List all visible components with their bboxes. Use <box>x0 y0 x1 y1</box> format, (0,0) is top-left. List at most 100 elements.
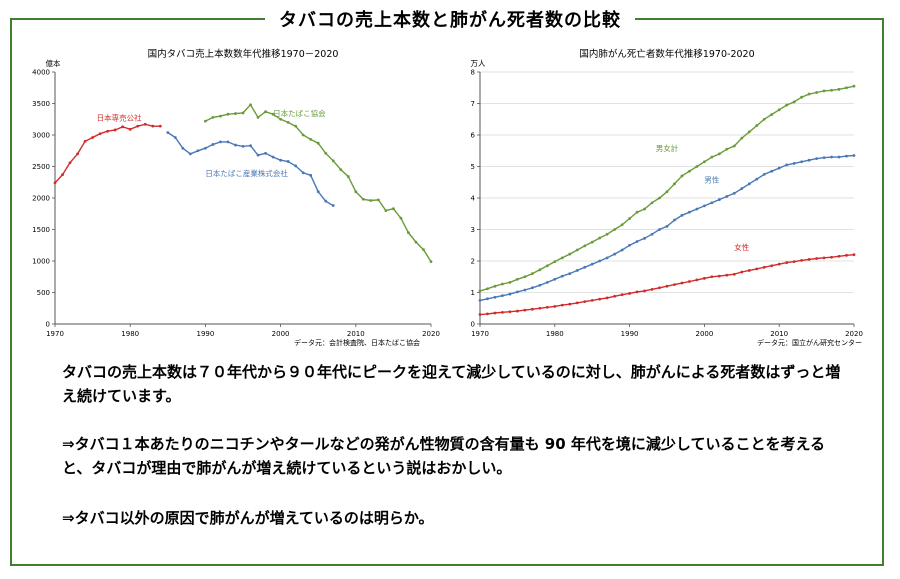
data-point <box>316 141 320 145</box>
data-point <box>204 119 207 123</box>
data-point <box>136 124 140 128</box>
data-point <box>665 224 669 228</box>
data-point <box>695 207 699 211</box>
data-point <box>226 112 230 116</box>
data-point <box>204 146 207 150</box>
data-point <box>530 286 534 290</box>
data-point <box>830 255 833 259</box>
x-tick-label: 1990 <box>621 330 639 338</box>
data-point <box>628 243 631 247</box>
data-point <box>837 155 841 159</box>
data-point <box>324 199 328 203</box>
series-line-2 <box>479 254 855 316</box>
data-point <box>613 252 617 256</box>
data-point <box>770 264 774 268</box>
data-point <box>845 253 848 257</box>
x-tick-label: 1980 <box>546 330 564 338</box>
data-point <box>538 306 542 310</box>
series-label: 男性 <box>704 174 719 184</box>
data-point <box>725 273 729 277</box>
data-point <box>583 244 587 248</box>
data-point <box>800 258 804 262</box>
x-tick-label: 2020 <box>845 330 863 338</box>
data-point <box>740 187 744 190</box>
data-point <box>800 160 804 164</box>
data-point <box>331 159 335 163</box>
data-point <box>369 199 373 202</box>
data-point <box>478 313 482 316</box>
data-point <box>762 117 766 121</box>
data-point <box>61 173 64 177</box>
y-tick-label: 1000 <box>32 258 50 266</box>
data-point <box>545 264 549 268</box>
y-axis-label: 万人 <box>471 59 486 68</box>
data-point <box>613 228 617 231</box>
data-point <box>264 151 267 155</box>
data-point <box>286 160 290 163</box>
data-point <box>508 292 512 296</box>
data-point <box>785 103 789 107</box>
y-tick-label: 2 <box>471 258 475 266</box>
data-point <box>493 311 497 315</box>
data-point <box>695 165 699 168</box>
data-point <box>590 240 594 244</box>
series-label: 女性 <box>734 242 749 252</box>
data-point <box>568 302 572 306</box>
data-point <box>121 125 125 129</box>
data-point <box>516 277 519 281</box>
data-point <box>106 129 110 133</box>
data-point <box>815 91 818 94</box>
data-point <box>747 269 751 272</box>
data-point <box>575 248 579 252</box>
chart-svg: 国内肺がん死亡者数年代推移1970-2020 万人 0 1 2 3 4 5 6 7 8 1970 198… <box>471 48 863 347</box>
data-point <box>76 152 79 156</box>
data-point <box>755 177 759 181</box>
data-point <box>807 92 811 96</box>
data-point <box>493 284 497 288</box>
data-point <box>211 115 215 119</box>
data-point <box>755 267 759 271</box>
data-point <box>717 274 721 278</box>
data-point <box>747 182 751 186</box>
data-point <box>822 89 826 93</box>
data-point <box>68 161 72 165</box>
tobacco-sales-chart: 国内タバコ売上本数数年代推移1970－2020 億本 0 500 1000 1500 200… <box>20 40 440 352</box>
data-point <box>815 257 818 260</box>
y-tick-label: 3500 <box>32 100 50 108</box>
data-point <box>703 160 706 164</box>
data-point <box>560 274 564 278</box>
data-point <box>598 297 602 301</box>
data-point <box>568 252 572 256</box>
data-point <box>219 140 222 144</box>
data-point <box>680 281 684 285</box>
y-tick-label: 3000 <box>32 132 50 140</box>
data-point <box>271 112 275 116</box>
data-point <box>673 218 676 222</box>
data-point <box>762 172 766 176</box>
data-point <box>301 171 305 175</box>
data-point <box>628 217 631 220</box>
data-point <box>635 290 639 294</box>
data-point <box>725 147 729 151</box>
x-tick-label: 2000 <box>695 330 713 338</box>
data-point <box>399 216 403 220</box>
source-note: データ元：国立がん研究センター <box>757 338 862 347</box>
x-tick-label: 2010 <box>770 330 788 338</box>
series-label: 日本たばこ産業株式会社 <box>205 168 288 178</box>
series-line-0 <box>479 85 855 292</box>
data-point <box>755 124 759 127</box>
data-point <box>516 290 519 294</box>
data-point <box>852 84 856 88</box>
data-point <box>777 108 781 112</box>
data-point <box>725 195 729 198</box>
data-point <box>346 175 350 178</box>
data-point <box>807 158 811 162</box>
y-tick-label: 7 <box>471 100 475 108</box>
data-point <box>770 113 774 116</box>
data-point <box>234 143 237 147</box>
data-point <box>598 236 602 240</box>
data-point <box>530 272 534 275</box>
data-point <box>635 240 639 243</box>
y-axis-label: 億本 <box>46 58 61 68</box>
data-point <box>710 155 714 159</box>
